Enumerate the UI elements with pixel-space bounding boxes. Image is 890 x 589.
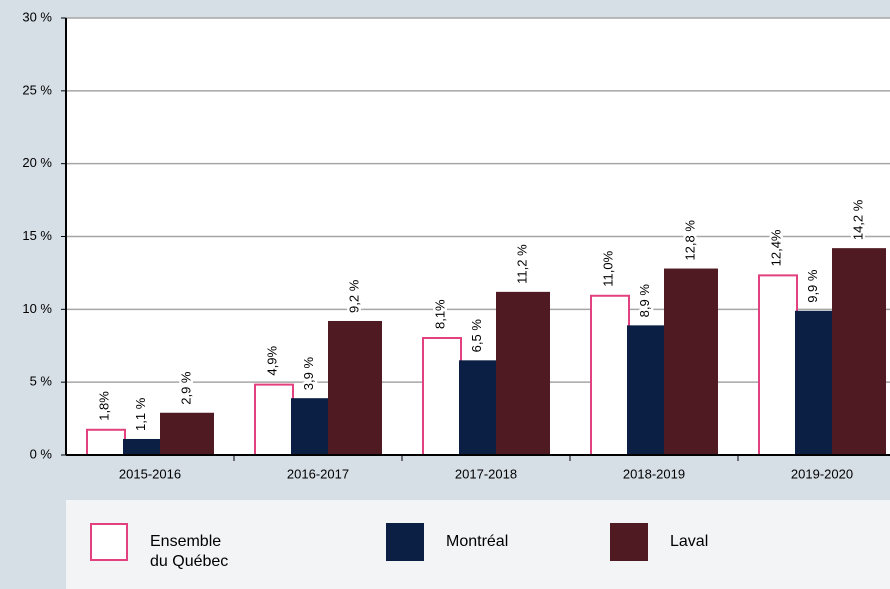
bar (459, 360, 496, 455)
bar (123, 438, 160, 455)
bar (664, 268, 718, 455)
value-label: 9,2 % (346, 279, 361, 313)
x-tick-label: 2019-2020 (791, 466, 853, 481)
legend-label: Laval (670, 533, 709, 550)
bar (422, 337, 462, 457)
y-tick-label: 10 % (22, 301, 52, 316)
bar (86, 428, 126, 456)
value-label: 11,2 % (514, 244, 529, 284)
value-label: 6,5 % (469, 319, 484, 353)
x-tick-label: 2016-2017 (287, 466, 349, 481)
y-tick-label: 15 % (22, 228, 52, 243)
value-label: 4,9% (264, 346, 279, 376)
value-label: 12,8 % (682, 220, 697, 261)
value-label: 14,2 % (850, 199, 865, 240)
legend: Ensemble du Québec Montréal Laval (66, 500, 890, 589)
value-label: 1,8% (96, 391, 111, 421)
value-label: 8,1% (432, 299, 447, 329)
bar (254, 383, 294, 456)
legend-swatch (386, 523, 424, 561)
bar (832, 248, 886, 455)
y-tick-label: 0 % (30, 446, 53, 461)
y-tick-label: 30 % (22, 9, 52, 24)
legend-swatch (90, 523, 128, 561)
bar (291, 398, 328, 455)
bar (160, 412, 214, 455)
legend-item: Montréal (386, 523, 536, 561)
legend-swatch (610, 523, 648, 561)
y-tick-label: 5 % (30, 374, 53, 389)
value-label: 1,1 % (133, 397, 148, 431)
x-tick-label: 2018-2019 (623, 466, 685, 481)
bar (758, 274, 798, 456)
value-label: 9,9 % (805, 269, 820, 303)
legend-item: Ensemble du Québec (90, 523, 240, 572)
bar (496, 291, 550, 455)
bar (627, 325, 664, 455)
legend-item: Laval (610, 523, 760, 561)
value-label: 11,0% (600, 250, 615, 286)
x-tick-label: 2015-2016 (119, 466, 181, 481)
value-label: 12,4% (768, 229, 783, 266)
y-tick-label: 20 % (22, 155, 52, 170)
y-tick-label: 25 % (22, 82, 52, 97)
bar (328, 320, 382, 455)
x-tick-label: 2017-2018 (455, 466, 517, 481)
legend-label: Montréal (446, 533, 509, 550)
value-label: 3,9 % (301, 357, 316, 391)
value-label: 8,9 % (637, 284, 652, 318)
bar (795, 310, 832, 455)
bar (590, 294, 630, 456)
value-label: 2,9 % (178, 371, 193, 405)
legend-label: Ensemble du Québec (150, 533, 229, 570)
